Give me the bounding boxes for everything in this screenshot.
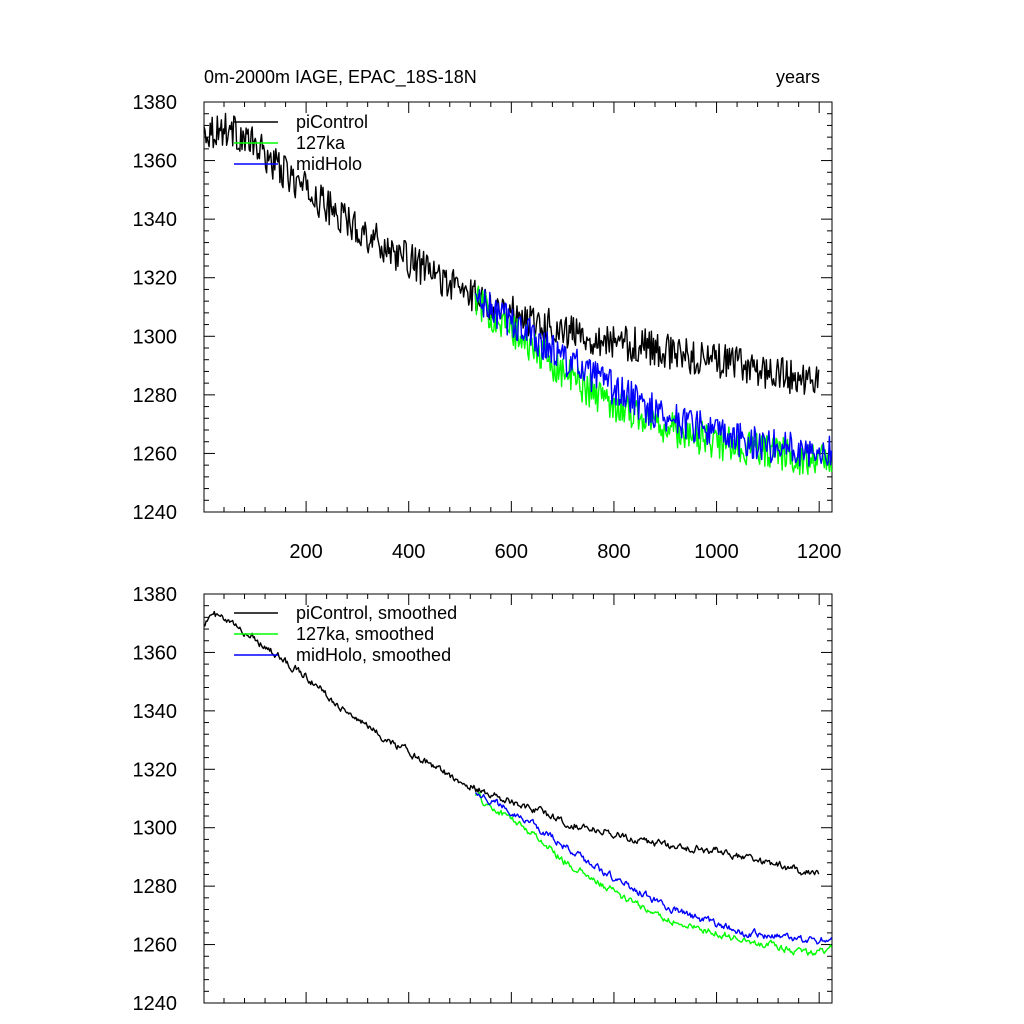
series-line — [203, 112, 820, 395]
series-line — [474, 289, 833, 467]
y-tick-label: 1340 — [133, 209, 178, 231]
y-tick-label: 1380 — [133, 92, 178, 114]
y-tick-label: 1280 — [133, 876, 178, 898]
y-tick-label: 1300 — [133, 818, 178, 840]
plot-frame — [203, 101, 833, 513]
y-tick-label: 1240 — [133, 993, 178, 1015]
y-tick-label: 1380 — [133, 584, 178, 606]
series-line — [203, 610, 820, 876]
bottom-panel: 1240 1260 1280 1300 1320 1340 1360 1380 piContro… — [133, 584, 833, 1015]
y-tick-label: 1320 — [133, 759, 178, 781]
legend-label: 127ka, smoothed — [296, 624, 434, 644]
y-tick-label: 1280 — [133, 385, 178, 407]
legend-label: piControl, smoothed — [296, 603, 457, 623]
y-tick-label: 1340 — [133, 701, 178, 723]
y-tick-label: 1360 — [133, 151, 178, 173]
plot-frame — [203, 593, 833, 1004]
y-tick-label: 1300 — [133, 326, 178, 348]
x-tick-label: 600 — [495, 541, 528, 563]
legend-label: piControl — [296, 112, 368, 132]
legend-label: midHolo, smoothed — [296, 645, 451, 665]
x-tick-label: 800 — [597, 541, 630, 563]
top-panel: 1240 1260 1280 1300 1320 1340 1360 1380 200 400 60… — [133, 92, 842, 563]
legend-label: midHolo — [296, 154, 362, 174]
x-tick-label: 200 — [289, 541, 322, 563]
y-tick-label: 1320 — [133, 268, 178, 290]
chart-title: 0m-2000m IAGE, EPAC_18S-18N — [204, 67, 477, 88]
legend-label: 127ka — [296, 133, 346, 153]
y-tick-label: 1360 — [133, 642, 178, 664]
units-label: years — [776, 67, 820, 87]
x-tick-label: 400 — [392, 541, 425, 563]
y-tick-label: 1260 — [133, 935, 178, 957]
x-tick-label: 1000 — [694, 541, 739, 563]
series-line — [474, 792, 833, 945]
y-tick-label: 1240 — [133, 502, 178, 524]
series-line — [474, 792, 833, 956]
x-tick-label: 1200 — [797, 541, 842, 563]
y-tick-label: 1260 — [133, 443, 178, 465]
